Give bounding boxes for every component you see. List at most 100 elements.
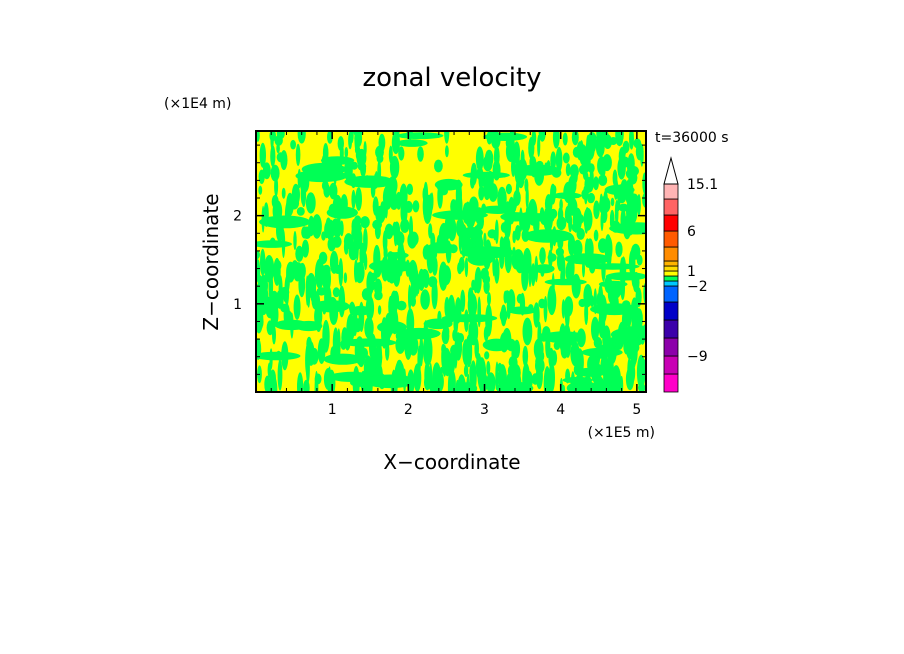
field-streak: [280, 286, 290, 298]
colorbar-segment: [663, 275, 679, 282]
field-patch: [523, 229, 573, 243]
field-streak: [377, 305, 382, 315]
time-label: t=36000 s: [655, 130, 729, 146]
field-patch: [340, 338, 397, 347]
field-streak: [368, 282, 372, 307]
field-streak: [505, 183, 512, 195]
field-streak: [502, 368, 507, 386]
field-streak: [527, 198, 538, 226]
field-streak: [276, 152, 285, 163]
field-streak: [268, 271, 274, 301]
field-streak: [584, 177, 594, 193]
field-streak: [276, 296, 283, 306]
field-patch: [575, 367, 607, 377]
colorbar-segment: [663, 280, 679, 287]
field-streak: [363, 253, 368, 270]
field-patch: [533, 264, 555, 274]
field-streak: [295, 143, 301, 166]
field-patch: [483, 132, 528, 141]
field-streak: [515, 179, 520, 204]
field-streak: [298, 262, 306, 280]
field-streak: [400, 188, 408, 204]
field-streak: [475, 146, 484, 172]
field-patch: [323, 353, 363, 365]
field-streak: [494, 219, 499, 245]
field-patch: [432, 210, 488, 220]
field-patch: [482, 338, 511, 352]
x-tick-label: 1: [328, 402, 337, 418]
field-streak: [467, 292, 478, 318]
field-streak: [297, 372, 304, 392]
field-streak: [329, 182, 338, 200]
colorbar-tick-label: −9: [687, 349, 708, 365]
field-streak: [450, 199, 457, 214]
field-streak: [618, 203, 629, 212]
field-streak: [270, 145, 276, 168]
colorbar-segment: [663, 270, 679, 277]
field-streak: [337, 136, 344, 151]
field-streak: [600, 131, 610, 146]
field-streak: [393, 131, 400, 140]
field-streak: [272, 325, 276, 345]
field-streak: [555, 247, 565, 257]
field-streak: [376, 154, 384, 163]
field-patch: [562, 376, 593, 384]
field-streak: [425, 194, 434, 203]
field-streak: [277, 359, 283, 391]
field-patch: [259, 215, 311, 229]
field-streak: [487, 229, 497, 239]
field-streak: [512, 364, 521, 382]
field-patch: [495, 381, 534, 392]
field-streak: [360, 216, 370, 229]
field-streak: [628, 361, 636, 385]
field-streak: [374, 278, 383, 297]
field-streak: [314, 370, 319, 392]
x-tick-label: 3: [480, 402, 489, 418]
field-streak: [332, 287, 340, 298]
field-streak: [419, 334, 424, 367]
field-streak: [504, 290, 511, 303]
field-streak: [574, 213, 584, 225]
field-streak: [382, 185, 393, 210]
field-streak: [478, 185, 485, 201]
field-streak: [431, 279, 438, 310]
field-streak: [552, 131, 560, 149]
field-patch: [564, 253, 612, 265]
field-streak: [439, 366, 443, 376]
field-patch: [377, 320, 407, 334]
field-streak: [309, 284, 317, 298]
field-streak: [322, 264, 331, 276]
field-patch: [586, 263, 640, 270]
field-streak: [500, 304, 507, 327]
field-streak: [270, 164, 280, 182]
field-streak: [570, 341, 580, 367]
field-streak: [269, 296, 277, 322]
field-patch: [604, 184, 635, 196]
field-streak: [627, 341, 631, 359]
field-streak: [424, 350, 431, 361]
field-streak: [513, 339, 521, 359]
field-streak: [629, 199, 638, 224]
field-streak: [434, 159, 443, 173]
field-streak: [293, 231, 297, 250]
field-streak: [390, 290, 398, 316]
colorbar-segment: [663, 337, 679, 357]
field-streak: [389, 155, 400, 179]
field-streak: [293, 294, 301, 320]
field-streak: [539, 247, 546, 265]
field-streak: [460, 289, 466, 312]
field-streak: [448, 351, 456, 374]
field-streak: [638, 383, 646, 392]
field-patch: [295, 169, 348, 183]
field-streak: [271, 194, 279, 209]
field-patch: [609, 222, 646, 235]
field-patch: [396, 132, 444, 140]
field-streak: [372, 347, 383, 368]
field-streak: [406, 183, 413, 195]
field-patch: [457, 382, 478, 392]
colorbar-segment: [663, 260, 679, 267]
field-streak: [615, 241, 623, 258]
plot-frame: [255, 130, 647, 393]
colorbar: 15.1 6 1−2 −9: [663, 156, 718, 393]
field-streak: [637, 194, 641, 216]
